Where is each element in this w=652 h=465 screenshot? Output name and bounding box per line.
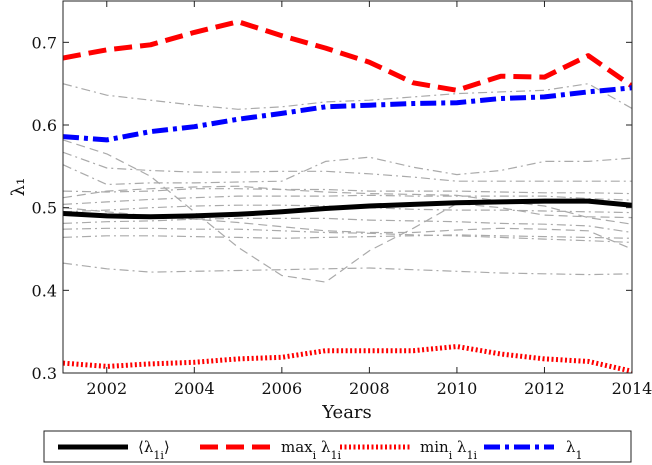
x-axis-title: Years bbox=[321, 402, 372, 423]
background-series-line bbox=[63, 262, 632, 276]
background-series-line bbox=[63, 207, 632, 250]
series-line-2 bbox=[63, 344, 632, 373]
series-line-1 bbox=[63, 19, 632, 93]
plot-frame bbox=[62, 0, 633, 374]
x-tick-label: 2014 bbox=[612, 379, 652, 398]
x-tick-label: 2008 bbox=[349, 379, 390, 398]
legend-box bbox=[43, 430, 632, 463]
legend: ⟨λ1i⟩ maxi λ1i mini λ1i λ1 bbox=[43, 430, 632, 463]
y-axis-ticks: 0.3 0.4 0.5 0.6 0.7 bbox=[32, 33, 632, 383]
y-tick-label: 0.3 bbox=[32, 364, 57, 383]
y-tick-label: 0.5 bbox=[32, 199, 57, 218]
main-series-group bbox=[63, 19, 632, 373]
series-line-3 bbox=[63, 85, 632, 143]
x-tick-label: 2002 bbox=[86, 379, 127, 398]
y-tick-label: 0.6 bbox=[32, 116, 57, 135]
x-axis-ticks: 2002 2004 2006 2008 2010 2012 2014 bbox=[86, 1, 652, 398]
legend-label-0: ⟨λ1i⟩ bbox=[138, 438, 170, 462]
legend-label-2: mini λ1i bbox=[420, 438, 477, 462]
x-tick-label: 2004 bbox=[174, 379, 215, 398]
background-series-group bbox=[63, 83, 632, 283]
legend-label-3: λ1 bbox=[566, 438, 583, 462]
legend-label-1: maxi λ1i bbox=[281, 438, 341, 462]
background-series-line bbox=[63, 83, 632, 110]
x-tick-label: 2010 bbox=[437, 379, 478, 398]
background-series-line bbox=[63, 151, 632, 182]
series-line-0 bbox=[63, 198, 632, 220]
y-tick-label: 0.4 bbox=[32, 281, 57, 300]
x-tick-label: 2006 bbox=[261, 379, 302, 398]
x-tick-label: 2012 bbox=[524, 379, 565, 398]
y-tick-label: 0.7 bbox=[32, 33, 57, 52]
background-series-line bbox=[63, 185, 632, 225]
background-series-line bbox=[63, 139, 632, 283]
plot-area-background bbox=[63, 1, 632, 373]
y-axis-title: λ₁ bbox=[8, 178, 29, 197]
